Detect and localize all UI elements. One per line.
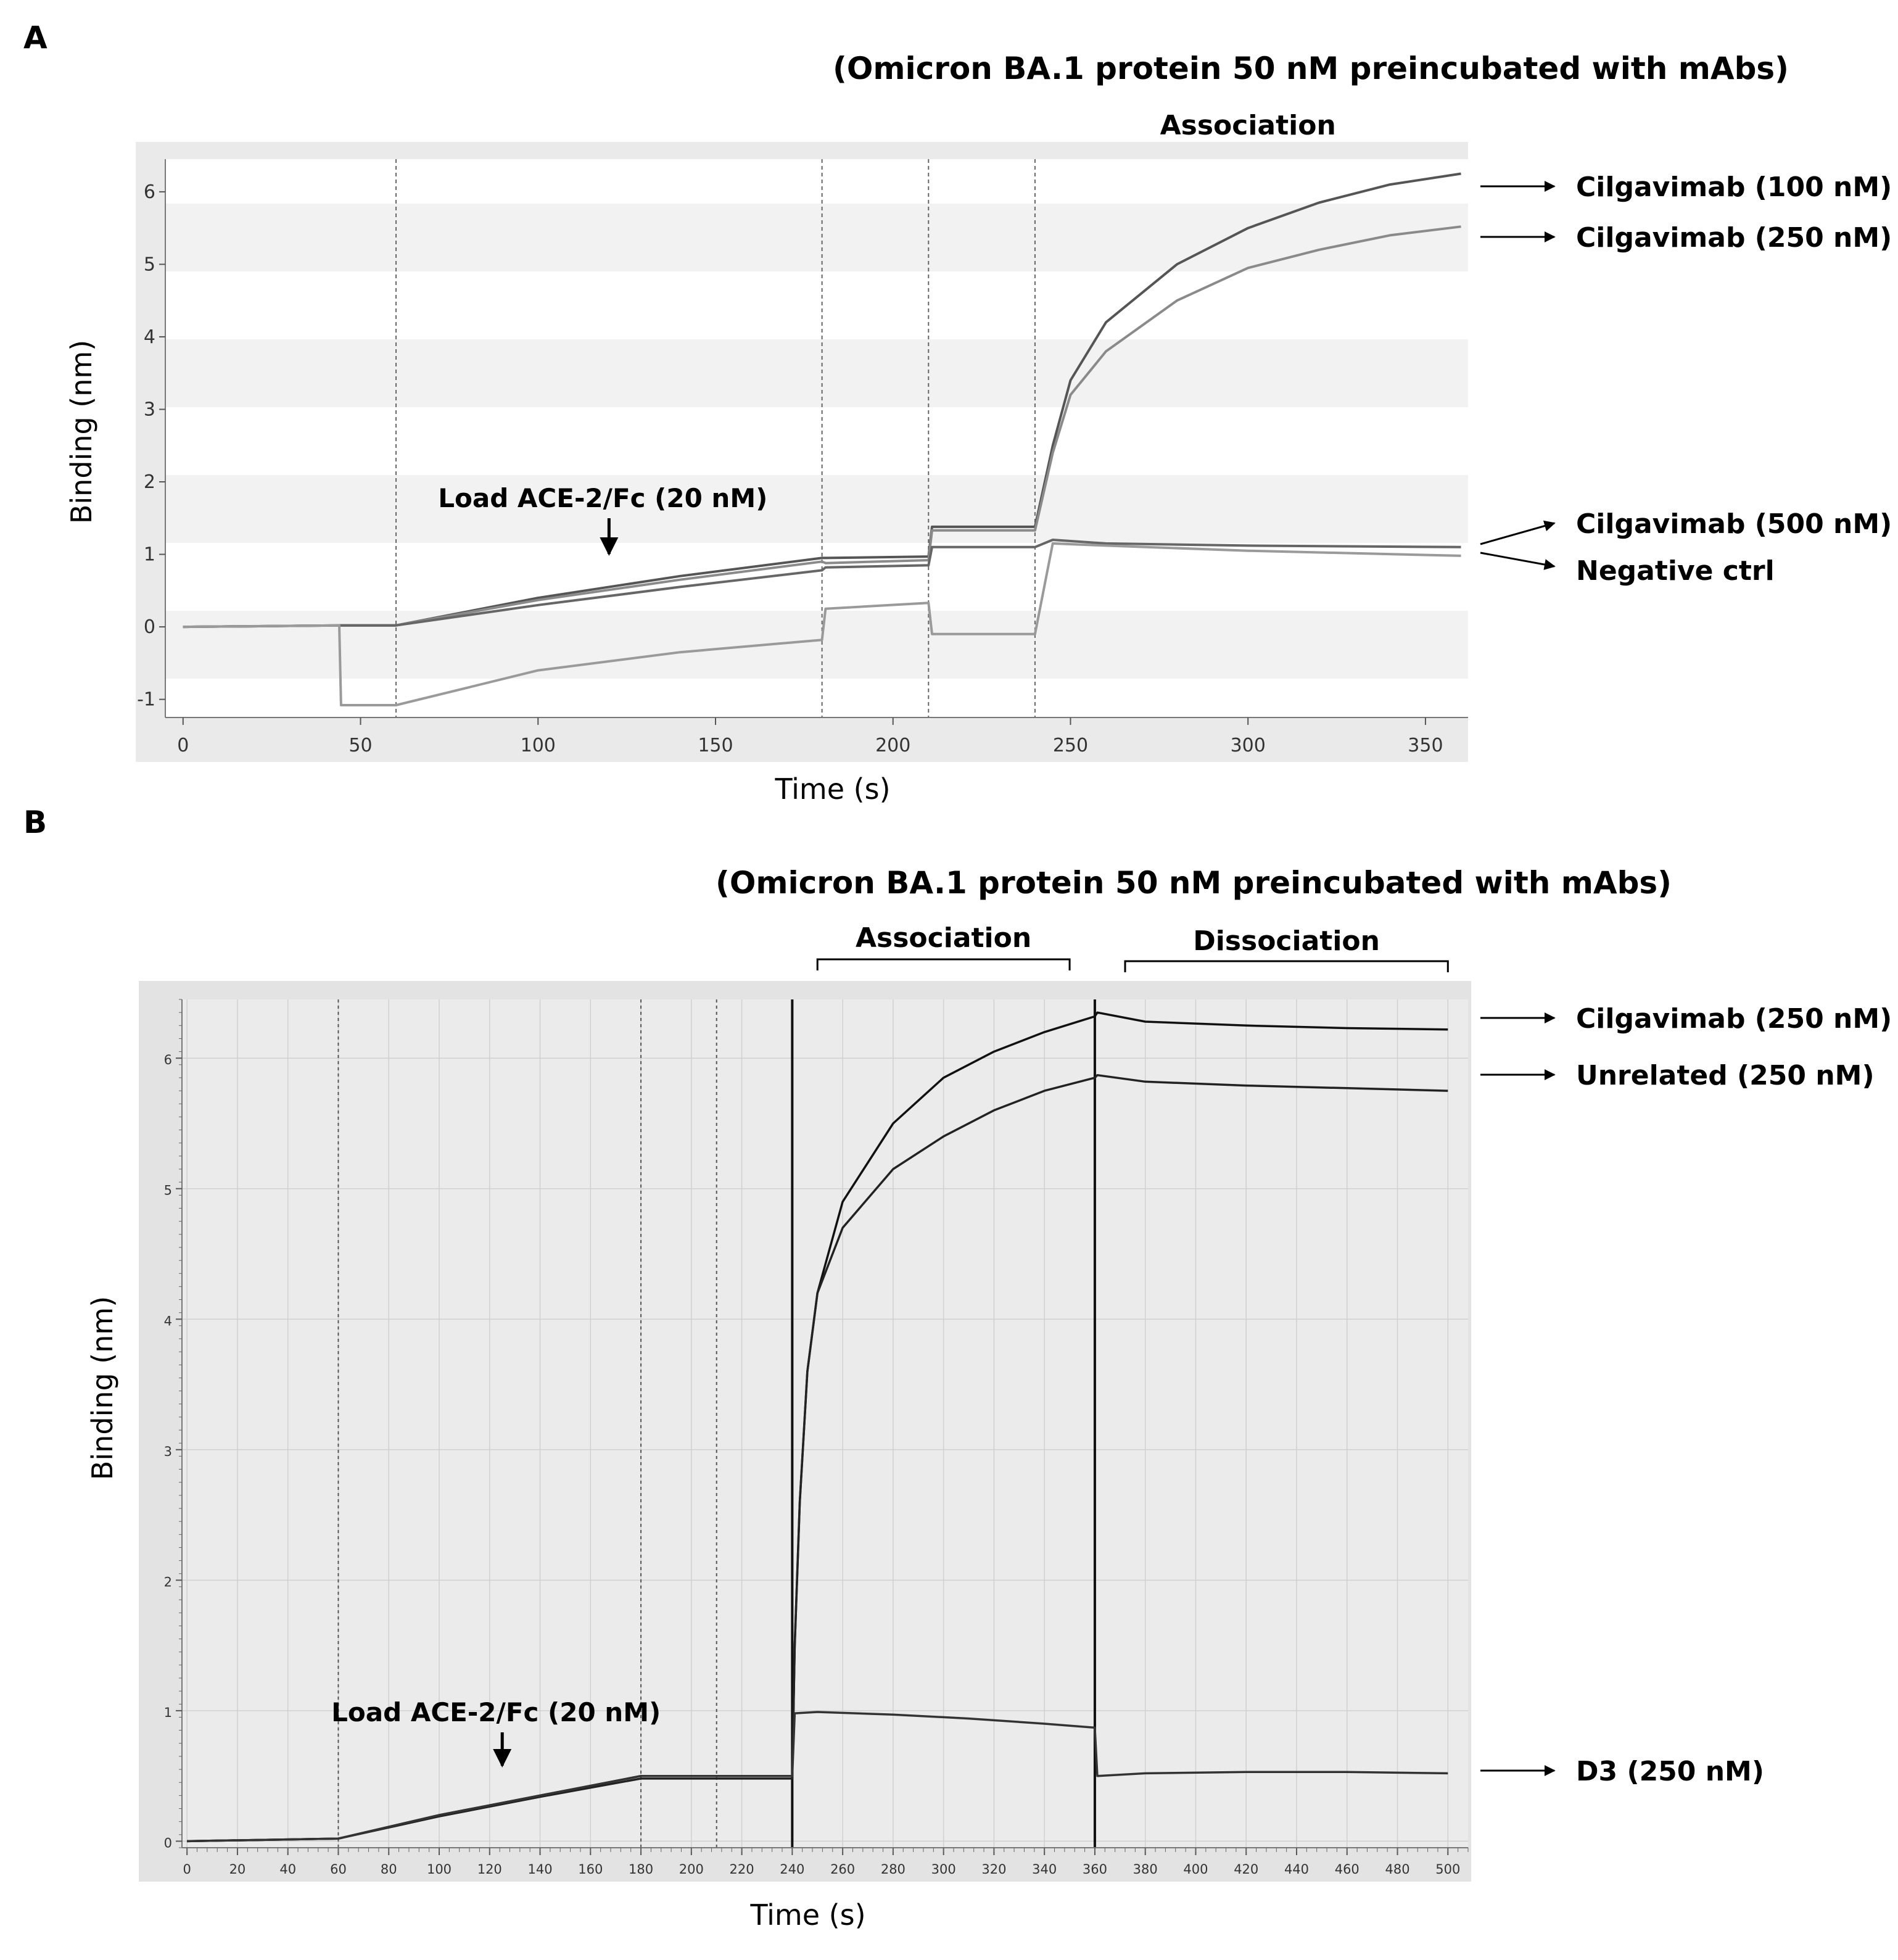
x-tick-label: 200	[679, 1862, 704, 1877]
y-tick-label: 1	[144, 544, 155, 566]
x-tick-label: 150	[698, 735, 733, 756]
x-tick-label: 400	[1183, 1862, 1208, 1877]
y-tick-label: 4	[144, 326, 155, 348]
x-tick-label: 360	[1083, 1862, 1107, 1877]
panel-b-phase-dissociation: Dissociation	[1124, 925, 1449, 972]
x-tick-label: 500	[1435, 1862, 1460, 1877]
x-tick-label: 140	[527, 1862, 552, 1877]
panel-a-x-axis: 0 50 100 150 200 250 300 350	[165, 717, 1468, 756]
x-tick-label: 180	[629, 1862, 653, 1877]
y-tick-label: 0	[144, 616, 155, 638]
x-tick-label: 420	[1234, 1862, 1258, 1877]
series-line	[183, 225, 1461, 629]
x-tick-label: 220	[730, 1862, 754, 1877]
x-tick-label: 60	[330, 1862, 347, 1877]
panel-a-y-axis-label: Binding (nm)	[65, 340, 98, 524]
x-tick-label: 100	[427, 1862, 452, 1877]
x-tick-label: 0	[183, 1862, 191, 1877]
y-tick-label: 2	[164, 1574, 172, 1589]
panel-a-x-axis-label: Time (s)	[774, 772, 890, 806]
legend-d3: D3 (250 nM)	[1576, 1756, 1764, 1787]
x-tick-label: 250	[1053, 735, 1088, 756]
series-line	[187, 1711, 1448, 1843]
legend-cilgavimab-500: Cilgavimab (500 nM)	[1576, 508, 1892, 540]
series-line	[183, 542, 1461, 706]
panel-b-series	[187, 1011, 1448, 1843]
y-tick-label: 3	[144, 399, 155, 420]
panel-b-phase-bracket	[816, 958, 1071, 970]
panel-b-legend: Cilgavimab (250 nM) Unrelated (250 nM) D…	[1480, 1003, 1892, 1787]
series-line	[183, 172, 1461, 629]
panel-b-phase-bracket	[1124, 960, 1449, 972]
legend-cilgavimab-100: Cilgavimab (100 nM)	[1576, 172, 1892, 203]
panel-b-plot-area	[182, 999, 1468, 1848]
panel-b: B (Omicron BA.1 protein 50 nM preincubat…	[23, 804, 1892, 1932]
panel-a-annotation: Load ACE-2/Fc (20 nM)	[438, 483, 767, 556]
x-tick-label: 40	[279, 1862, 296, 1877]
panel-b-letter: B	[23, 804, 47, 840]
x-tick-label: 350	[1408, 735, 1443, 756]
series-line	[187, 1073, 1448, 1843]
x-tick-label: 300	[1231, 735, 1266, 756]
y-tick-label: 1	[164, 1705, 172, 1720]
legend-cilgavimab-250-b: Cilgavimab (250 nM)	[1576, 1003, 1892, 1035]
panel-b-grid	[182, 999, 1468, 1848]
panel-b-annotation-text: Load ACE-2/Fc (20 nM)	[331, 1697, 661, 1727]
x-tick-label: 160	[578, 1862, 603, 1877]
panel-b-phase-label: Dissociation	[1193, 925, 1380, 957]
y-tick-label: 5	[144, 254, 155, 275]
y-tick-label: 6	[144, 181, 155, 203]
x-tick-label: 320	[981, 1862, 1006, 1877]
x-tick-label: 300	[931, 1862, 956, 1877]
x-tick-label: 340	[1032, 1862, 1057, 1877]
panel-b-x-axis: 0 20 40 60 80 100 120 140 160 180 200 220 240 260 280 3…	[182, 1847, 1469, 1877]
x-tick-label: 50	[349, 735, 372, 756]
legend-negative-ctrl: Negative ctrl	[1576, 555, 1775, 587]
panel-b-x-axis-label: Time (s)	[749, 1898, 865, 1932]
panel-a-series	[183, 172, 1461, 706]
panel-b-phase-label: Association	[856, 922, 1031, 954]
y-tick-label: 2	[144, 471, 155, 493]
panel-b-phase-association: Association	[816, 922, 1071, 970]
legend-cilgavimab-250: Cilgavimab (250 nM)	[1576, 222, 1892, 254]
panel-b-title: (Omicron BA.1 protein 50 nM preincubated…	[716, 865, 1672, 901]
x-tick-label: 200	[875, 735, 910, 756]
legend-arrow	[1480, 552, 1556, 570]
x-tick-label: 120	[477, 1862, 502, 1877]
x-tick-label: 380	[1133, 1862, 1158, 1877]
x-tick-label: 20	[229, 1862, 246, 1877]
panel-b-y-axis-label: Binding (nm)	[86, 1296, 119, 1480]
x-tick-label: 480	[1385, 1862, 1409, 1877]
panel-a-legend: Cilgavimab (100 nM) Cilgavimab (250 nM) …	[1480, 172, 1892, 587]
y-tick-label: 3	[164, 1444, 172, 1459]
series-line	[183, 539, 1461, 629]
x-tick-label: 0	[177, 735, 189, 756]
panel-a-annotation-text: Load ACE-2/Fc (20 nM)	[438, 483, 767, 513]
panel-b-step-boundaries	[337, 999, 1096, 1848]
y-tick-label: 0	[164, 1835, 172, 1850]
legend-arrow	[1480, 520, 1556, 545]
y-tick-label: -1	[137, 689, 155, 711]
x-tick-label: 240	[780, 1862, 804, 1877]
panel-a-step-boundaries	[395, 159, 1036, 717]
panel-a-plot-area	[165, 159, 1468, 717]
x-tick-label: 440	[1284, 1862, 1309, 1877]
legend-unrelated: Unrelated (250 nM)	[1576, 1060, 1875, 1091]
y-tick-label: 6	[164, 1052, 172, 1067]
y-tick-label: 5	[164, 1183, 172, 1198]
panel-a-title: (Omicron BA.1 protein 50 nM preincubated…	[833, 51, 1789, 86]
x-tick-label: 460	[1335, 1862, 1360, 1877]
panel-a-phase-label: Association	[1160, 110, 1336, 141]
panel-b-annotation: Load ACE-2/Fc (20 nM)	[331, 1697, 661, 1768]
x-tick-label: 80	[381, 1862, 397, 1877]
panel-a-y-axis: -1 0 1 2 3 4 5 6	[137, 159, 166, 717]
y-tick-label: 4	[164, 1313, 172, 1328]
x-tick-label: 100	[521, 735, 556, 756]
panel-a: A (Omicron BA.1 protein 50 nM preincubat…	[23, 20, 1892, 806]
panel-b-y-axis: 0 1 2 3 4 5 6	[164, 999, 183, 1850]
x-tick-label: 260	[830, 1862, 855, 1877]
panel-a-letter: A	[23, 20, 47, 56]
x-tick-label: 280	[881, 1862, 906, 1877]
